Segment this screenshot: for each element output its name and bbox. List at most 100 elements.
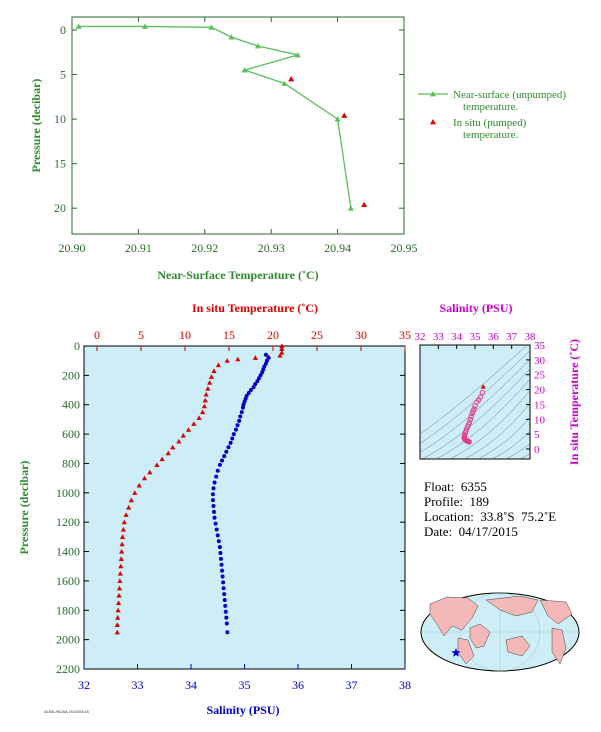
density-contour xyxy=(435,378,530,459)
salinity-point xyxy=(224,621,229,626)
legend-marker-unpumped xyxy=(430,91,436,97)
temperature-point xyxy=(159,456,165,462)
salinity-point xyxy=(237,418,242,423)
profile-chart: 0200400600800100012001400160018002000220… xyxy=(17,301,411,717)
salinity-point xyxy=(213,521,218,526)
y-axis-label: Pressure (decibar) xyxy=(29,79,43,173)
legend-label-pumped: In situ (pumped) xyxy=(453,117,527,129)
salinity-point xyxy=(220,568,225,573)
temperature-point xyxy=(176,438,182,444)
temperature-point xyxy=(120,526,126,532)
density-contour xyxy=(505,443,530,459)
point-unpumped xyxy=(241,67,248,73)
salinity-point xyxy=(210,498,215,503)
density-contours xyxy=(420,345,530,459)
salinity-point xyxy=(218,551,223,556)
y-tick-label: 0 xyxy=(60,23,66,37)
salinity-point xyxy=(224,449,229,454)
y-tick-label: 200 xyxy=(62,368,80,382)
temperature-point xyxy=(205,385,211,391)
float-info: Float: 6355 Profile: 189 Location: 33.8˚… xyxy=(424,0,556,539)
temperature-point xyxy=(224,358,230,363)
temperature-point xyxy=(147,469,153,475)
salinity-point xyxy=(220,574,225,579)
salinity-tick-label: 36 xyxy=(292,678,304,692)
credit-text: AOML/NOAA 2015/04/18 xyxy=(44,709,89,714)
float-location-marker xyxy=(451,648,461,657)
salinity-point xyxy=(230,436,235,441)
temperature-point xyxy=(118,563,124,569)
temperature-point xyxy=(180,432,186,438)
salinity-point xyxy=(251,385,256,390)
temperature-point xyxy=(277,352,283,358)
ts-point xyxy=(467,416,474,422)
temp-tick-label: 25 xyxy=(311,328,323,342)
ts-point xyxy=(469,410,475,417)
y-tick-label: 1200 xyxy=(56,515,80,529)
temperature-point xyxy=(208,374,214,379)
series-line-unpumped xyxy=(78,25,352,209)
salinity-point xyxy=(226,445,231,450)
salinity-point xyxy=(246,390,251,395)
temperature-point xyxy=(118,556,124,561)
salinity-point xyxy=(228,440,233,445)
temperature-point xyxy=(201,403,207,409)
salinity-point xyxy=(248,388,253,393)
ts-y-tick-label: 30 xyxy=(534,355,546,367)
ts-point xyxy=(480,384,486,389)
temperature-point xyxy=(136,482,142,488)
temperature-point xyxy=(119,541,125,547)
salinity-point xyxy=(253,382,258,387)
salinity-point xyxy=(211,504,216,509)
salinity-point xyxy=(216,539,221,544)
ts-point xyxy=(466,439,472,445)
point-unpumped xyxy=(254,43,261,49)
salinity-point xyxy=(233,427,238,432)
ts-y-tick-label: 20 xyxy=(534,385,546,397)
salinity-point xyxy=(212,480,217,485)
info-date: Date: 04/17/2015 xyxy=(424,524,518,539)
density-contour xyxy=(421,368,530,459)
density-contour xyxy=(420,350,530,444)
temperature-point xyxy=(114,629,120,635)
point-unpumped xyxy=(228,34,235,40)
salinity-point xyxy=(217,462,222,467)
temperature-point xyxy=(211,368,217,374)
salinity-point xyxy=(238,414,243,419)
ts-point xyxy=(472,403,478,409)
point-unpumped xyxy=(208,24,215,30)
salinity-point xyxy=(225,630,230,635)
legend-label-unpumped-2: temperature. xyxy=(463,101,519,113)
temperature-point xyxy=(203,391,209,397)
ts-y-tick-label: 5 xyxy=(534,429,540,441)
ts-x-tick-label: 32 xyxy=(415,331,426,343)
ts-x-tick-label: 35 xyxy=(470,331,482,343)
y-tick-label: 20 xyxy=(54,201,66,215)
salinity-point xyxy=(221,586,226,591)
temp-tick-label: 35 xyxy=(399,328,411,342)
point-unpumped xyxy=(75,23,82,29)
salinity-tick-label: 34 xyxy=(185,678,197,692)
temp-tick-label: 15 xyxy=(223,328,235,342)
ts-point xyxy=(479,389,486,396)
salinity-point xyxy=(210,492,215,497)
temperature-point xyxy=(154,462,160,468)
y-tick-label: 2200 xyxy=(56,662,80,676)
salinity-point xyxy=(263,361,268,366)
density-contour xyxy=(420,359,530,453)
temperature-point xyxy=(123,512,129,517)
x-tick-label: 20.94 xyxy=(324,241,351,255)
salinity-point xyxy=(239,410,244,415)
ts-point xyxy=(468,413,475,420)
salinity-point xyxy=(212,509,217,514)
point-unpumped xyxy=(142,23,149,29)
salinity-point xyxy=(266,355,271,360)
x-tick-label: 20.92 xyxy=(191,241,218,255)
ts-x-tick-label: 37 xyxy=(506,331,518,343)
y-tick-label: 1800 xyxy=(56,603,80,617)
density-contour xyxy=(491,430,530,459)
x-tick-label: 20.91 xyxy=(125,241,152,255)
info-float: Float: 6355 xyxy=(424,479,487,494)
point-pumped xyxy=(361,201,368,208)
temp-tick-label: 30 xyxy=(355,328,367,342)
